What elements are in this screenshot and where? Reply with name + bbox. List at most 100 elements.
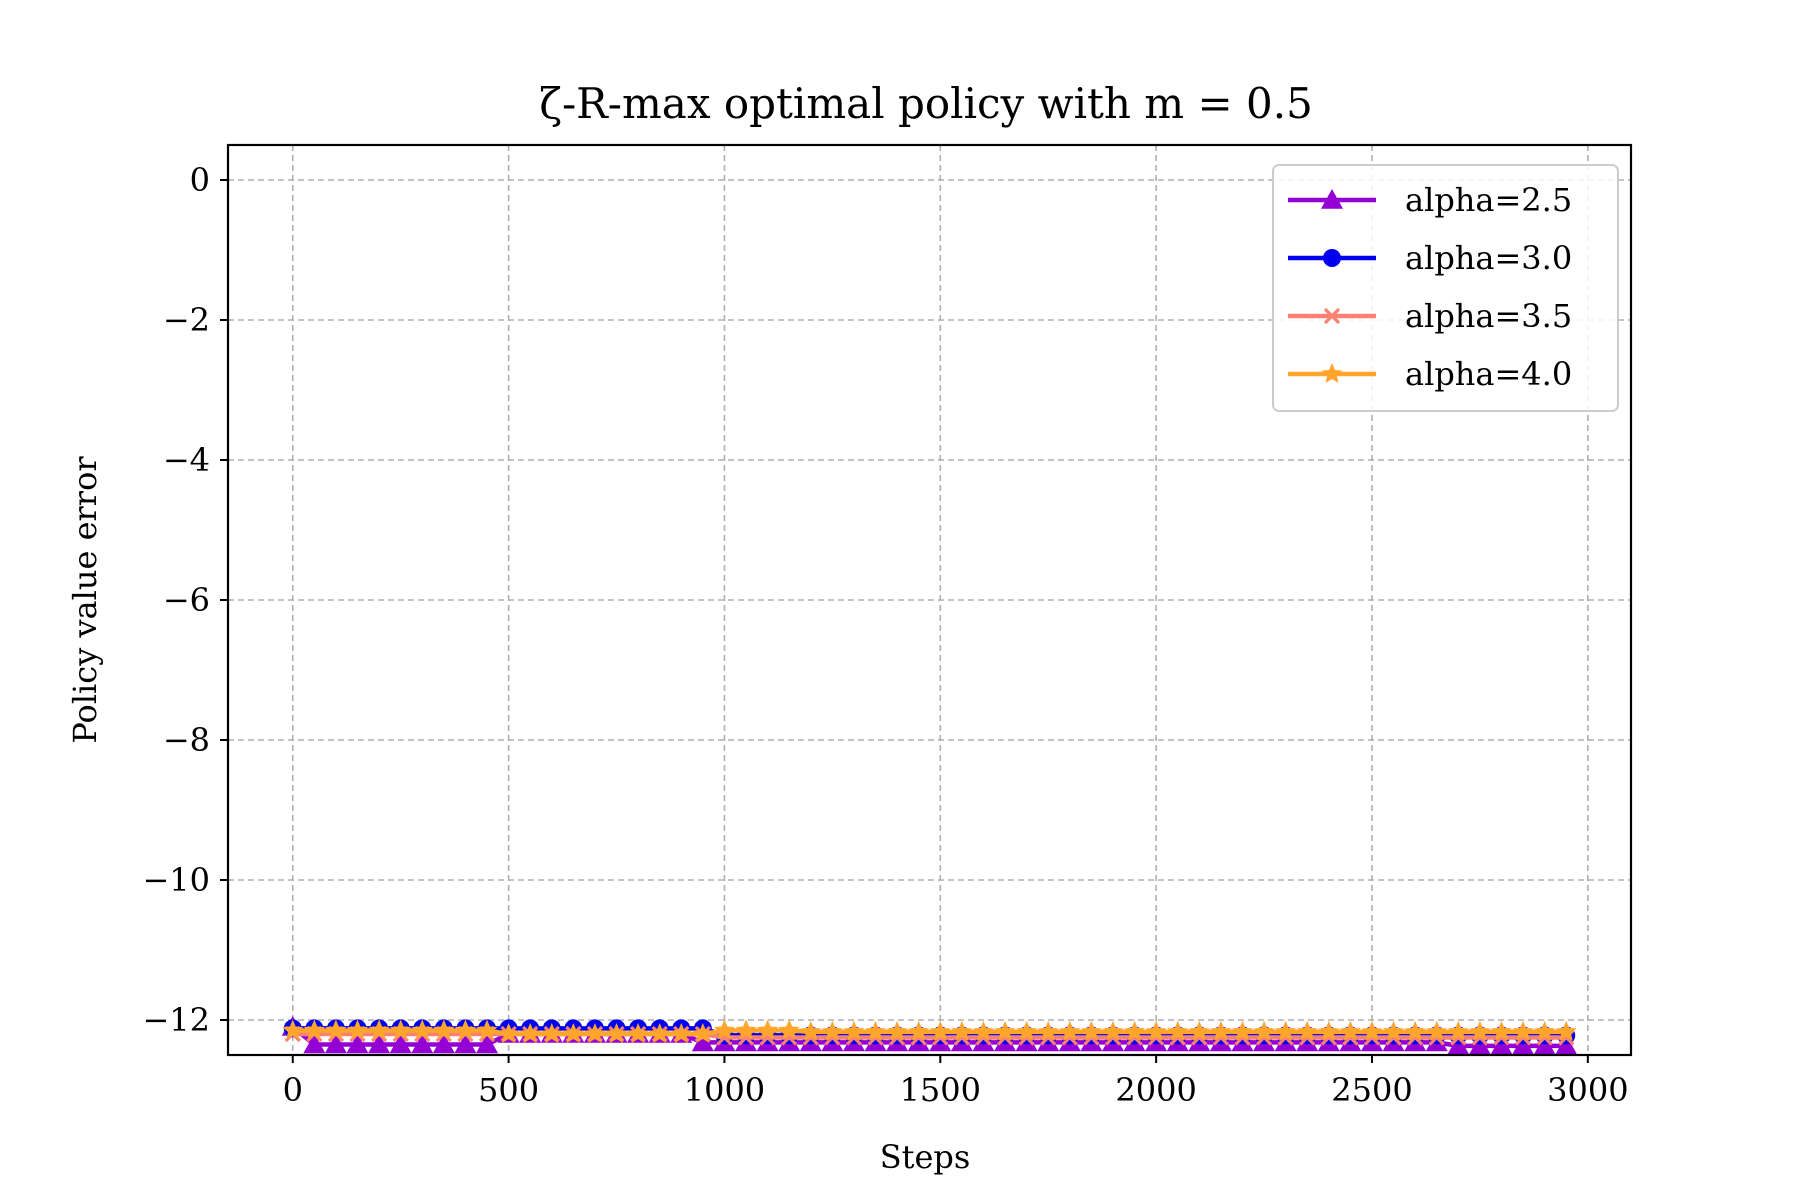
y-tick-label: −8 xyxy=(163,721,210,759)
legend-label: alpha=4.0 xyxy=(1405,355,1572,393)
data-point xyxy=(411,1019,433,1040)
data-point xyxy=(1318,1020,1340,1041)
data-point xyxy=(1275,1020,1297,1041)
data-point xyxy=(519,1023,541,1043)
y-tick-label: −6 xyxy=(163,581,210,619)
data-point xyxy=(649,1023,671,1043)
data-point xyxy=(800,1020,822,1041)
data-point xyxy=(498,1023,520,1043)
legend-box xyxy=(1272,164,1619,412)
data-point xyxy=(1512,1020,1534,1041)
data-point xyxy=(325,1019,347,1040)
data-point xyxy=(476,1019,498,1040)
data-point xyxy=(886,1020,908,1041)
data-point xyxy=(1080,1020,1102,1041)
x-tick-label: 500 xyxy=(478,1071,539,1109)
data-point xyxy=(1447,1034,1470,1055)
data-point xyxy=(303,1019,325,1040)
data-point xyxy=(1339,1020,1361,1041)
legend-marker xyxy=(1321,363,1343,383)
data-point xyxy=(1037,1020,1059,1041)
data-point xyxy=(606,1023,627,1043)
data-point xyxy=(584,1023,606,1043)
legend-label: alpha=3.5 xyxy=(1405,297,1572,335)
data-point xyxy=(692,1023,714,1043)
legend-item: alpha=4.0 xyxy=(1288,355,1572,393)
legend-item: alpha=2.5 xyxy=(1288,181,1572,219)
y-tick-label: 0 xyxy=(190,161,210,199)
data-point xyxy=(1426,1020,1448,1041)
data-point xyxy=(1404,1020,1426,1041)
x-tick-label: 2500 xyxy=(1331,1071,1412,1109)
y-tick-label: −10 xyxy=(142,861,210,899)
x-tick-label: 1500 xyxy=(900,1071,981,1109)
y-axis: 0 −2 −4 −6 −8 −10 −12 xyxy=(142,161,228,1039)
data-point xyxy=(1361,1020,1383,1041)
series-alpha=4.0 xyxy=(282,1019,1577,1043)
data-point xyxy=(821,1020,843,1041)
data-point xyxy=(1167,1020,1189,1041)
data-point xyxy=(670,1023,692,1043)
data-point xyxy=(757,1019,779,1040)
data-point xyxy=(1469,1020,1491,1041)
data-point xyxy=(1210,1020,1232,1041)
data-point xyxy=(1555,1020,1577,1041)
x-tick-label: 0 xyxy=(283,1071,303,1109)
data-point xyxy=(973,1020,994,1041)
data-point xyxy=(929,1020,951,1041)
y-tick-label: −2 xyxy=(163,301,210,339)
data-point xyxy=(1296,1020,1318,1041)
data-point xyxy=(1555,1034,1578,1055)
data-point xyxy=(691,1031,714,1052)
legend-marker xyxy=(1323,249,1341,267)
data-point xyxy=(368,1033,391,1054)
data-point xyxy=(282,1019,304,1040)
data-point xyxy=(1253,1020,1275,1041)
data-point xyxy=(541,1023,563,1043)
data-point xyxy=(1059,1020,1081,1041)
data-point xyxy=(346,1033,369,1054)
y-tick-label: −12 xyxy=(142,1001,210,1039)
data-point xyxy=(1232,1020,1253,1041)
data-point xyxy=(1188,1020,1210,1041)
data-point xyxy=(951,1020,973,1041)
data-point xyxy=(347,1019,368,1040)
data-point xyxy=(411,1033,434,1054)
data-point xyxy=(908,1020,930,1041)
x-tick-label: 2000 xyxy=(1115,1071,1196,1109)
x-axis-label: Steps xyxy=(880,1138,971,1176)
y-tick-label: −4 xyxy=(163,441,210,479)
data-point xyxy=(433,1019,455,1040)
data-point xyxy=(324,1033,347,1054)
chart-title: ζ-R-max optimal policy with m = 0.5 xyxy=(539,79,1313,128)
data-point xyxy=(1534,1020,1556,1041)
data-point xyxy=(1533,1034,1556,1055)
legend-label: alpha=3.0 xyxy=(1405,239,1572,277)
data-point xyxy=(1447,1020,1469,1041)
data-point xyxy=(1490,1034,1513,1055)
legend-marker xyxy=(1321,189,1343,209)
data-point xyxy=(627,1023,649,1043)
data-point xyxy=(713,1019,735,1040)
data-point xyxy=(843,1020,865,1041)
legend-item: alpha=3.5 xyxy=(1288,297,1572,335)
x-tick-label: 3000 xyxy=(1547,1071,1628,1109)
data-point xyxy=(1383,1020,1405,1041)
data-point xyxy=(1124,1020,1146,1041)
grid xyxy=(228,145,1631,1055)
data-point xyxy=(476,1033,499,1054)
data-point xyxy=(454,1033,477,1054)
legend-item: alpha=3.0 xyxy=(1288,239,1572,277)
legend: alpha=2.5 alpha=3.0 alpha=3.5 alpha=4.0 xyxy=(1272,164,1619,412)
data-point xyxy=(390,1019,412,1040)
data-point xyxy=(1491,1020,1512,1041)
data-point xyxy=(994,1020,1016,1041)
data-point xyxy=(1512,1034,1535,1055)
data-point xyxy=(1145,1020,1167,1041)
y-axis-label: Policy value error xyxy=(66,456,104,744)
data-point xyxy=(432,1033,455,1054)
data-point xyxy=(1468,1034,1491,1055)
data-point xyxy=(778,1019,800,1040)
data-point xyxy=(368,1019,390,1040)
